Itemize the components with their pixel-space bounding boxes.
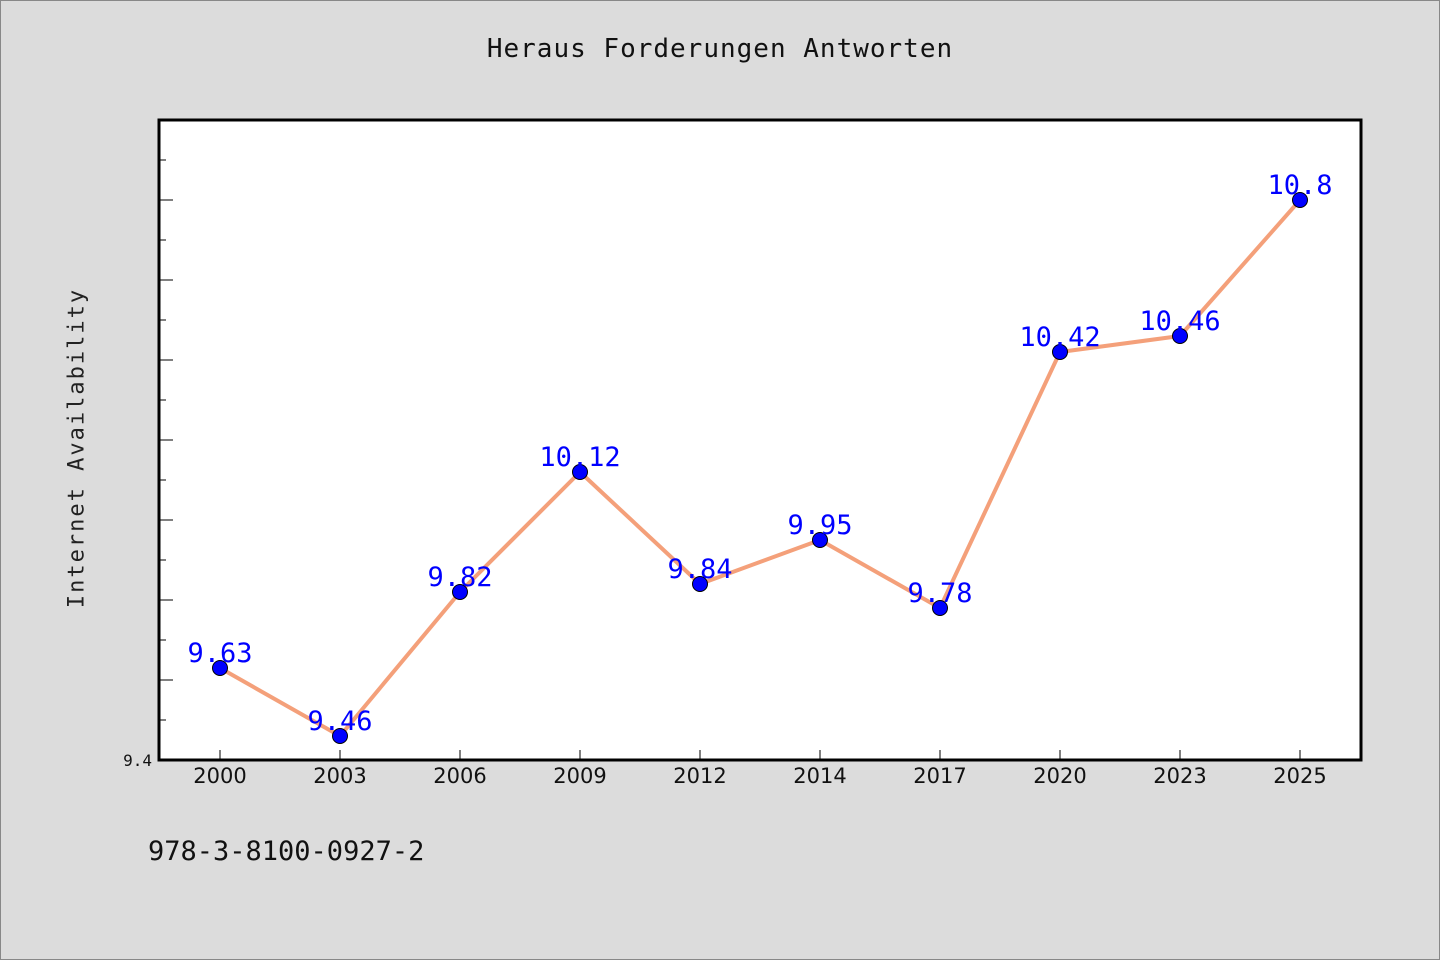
x-tick-label: 2025 — [1273, 764, 1326, 788]
x-tick-label: 2003 — [313, 764, 366, 788]
data-point — [1292, 192, 1308, 208]
data-labels: 9.63 9.46 9.82 10.12 9.84 9.95 9.78 10.42 10.46 1… — [187, 170, 1332, 737]
data-label: 9.46 — [307, 706, 372, 737]
data-label: 9.84 — [667, 554, 732, 585]
data-point — [1172, 328, 1188, 344]
x-tick-label: 2012 — [673, 764, 726, 788]
x-tick-label: 2009 — [553, 764, 606, 788]
data-label: 9.95 — [787, 510, 852, 541]
data-point — [932, 600, 948, 616]
x-tick-label: 2020 — [1033, 764, 1086, 788]
data-point — [332, 728, 348, 744]
data-points — [212, 192, 1308, 744]
data-label: 9.82 — [427, 562, 492, 593]
plot-area — [157, 118, 1363, 762]
data-label: 10.12 — [539, 442, 620, 473]
data-label: 9.78 — [907, 578, 972, 609]
data-label: 10.8 — [1267, 170, 1332, 201]
data-point — [212, 660, 228, 676]
data-point — [812, 532, 828, 548]
data-point — [452, 584, 468, 600]
x-tick-label: 2014 — [793, 764, 846, 788]
x-tick-label: 2017 — [913, 764, 966, 788]
data-label: 9.63 — [187, 638, 252, 669]
data-point — [1052, 344, 1068, 360]
y-axis-ticks — [159, 159, 173, 721]
x-tick-label: 2023 — [1153, 764, 1206, 788]
isbn-footer: 978-3-8100-0927-2 — [148, 836, 425, 867]
series-line — [218, 198, 1302, 738]
y-min-tick-label: 9.4 — [123, 751, 152, 770]
data-label: 10.46 — [1139, 306, 1220, 337]
data-point — [572, 464, 588, 480]
x-tick-label: 2000 — [193, 764, 246, 788]
chart-title: Heraus Forderungen Antworten — [486, 34, 954, 64]
x-tick-label: 2006 — [433, 764, 486, 788]
data-point — [692, 576, 708, 592]
x-axis-ticks: 2000 2003 2006 2009 2012 2014 2017 2020 2023 2025 — [193, 750, 1327, 788]
data-label: 10.42 — [1019, 322, 1100, 353]
